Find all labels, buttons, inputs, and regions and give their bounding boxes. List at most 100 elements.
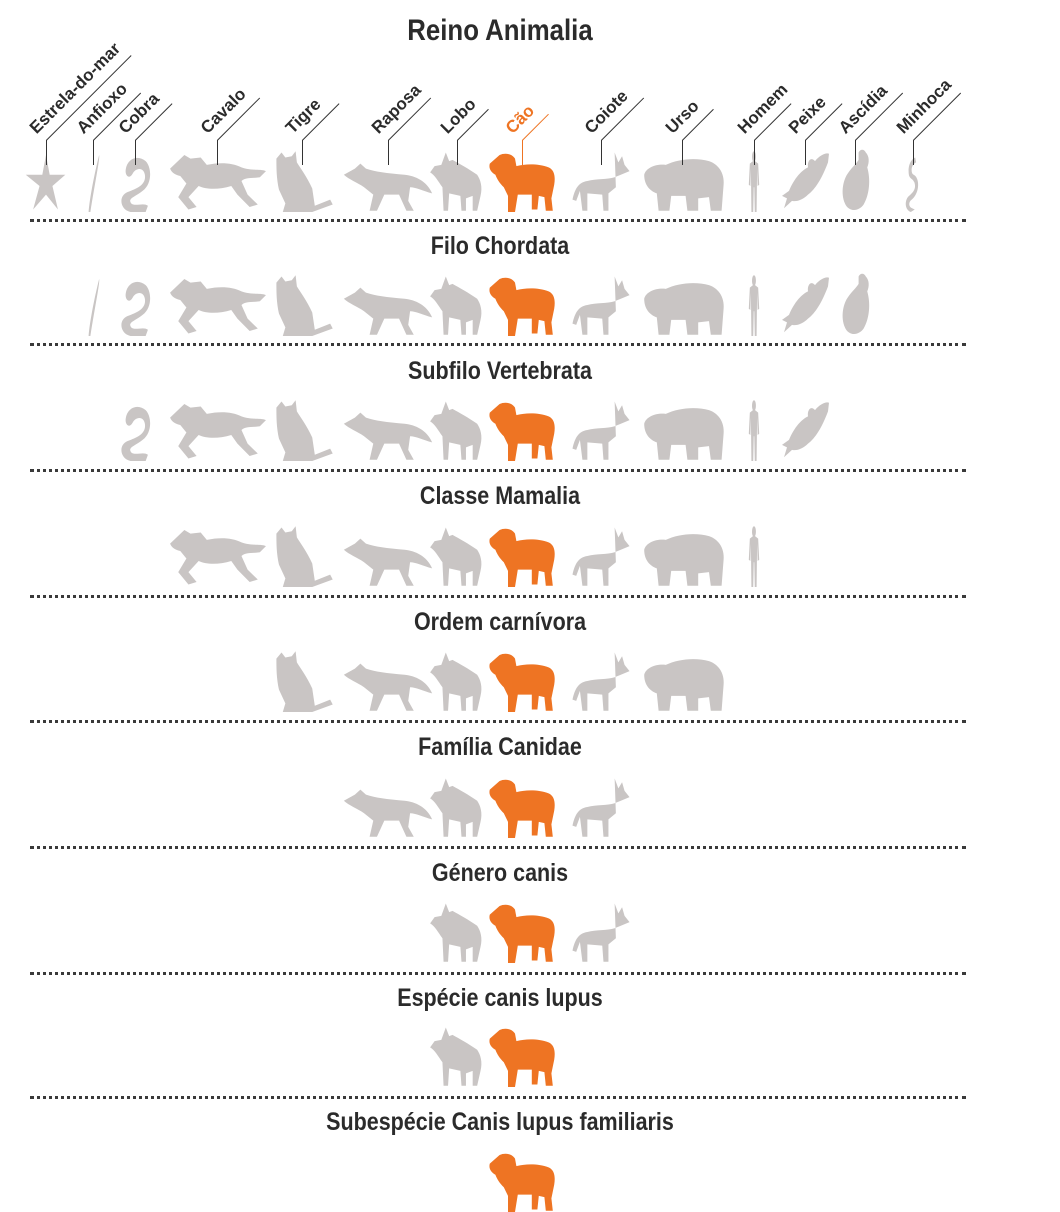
starfish-icon <box>25 154 66 210</box>
horse-icon <box>170 154 266 210</box>
human-icon <box>748 526 760 587</box>
label-leader-line <box>457 140 458 165</box>
level-divider <box>30 343 966 346</box>
human-icon <box>748 400 760 461</box>
label-leader-line <box>682 140 683 165</box>
wolf-icon <box>430 652 482 711</box>
horse-icon <box>170 278 266 334</box>
horse-icon <box>170 529 266 585</box>
level-title: Ordem carnívora <box>413 608 587 636</box>
animal-label: Cão <box>501 101 539 138</box>
level-title: Subespécie Canis lupus familiaris <box>326 1108 674 1136</box>
fox-icon <box>343 663 433 711</box>
fox-icon <box>343 287 433 335</box>
wolf-icon <box>430 152 482 211</box>
label-leader-line <box>135 140 136 165</box>
label-leader-line <box>601 140 602 165</box>
level-title: Género canis <box>431 859 569 887</box>
wolf-icon <box>430 1027 482 1086</box>
bear-icon <box>644 534 724 586</box>
dog-icon <box>489 402 555 461</box>
animal-label: Coiote <box>580 86 632 138</box>
dog-icon <box>489 653 555 712</box>
level-title: Subfilo Vertebrata <box>407 357 592 385</box>
snake-icon <box>121 281 151 336</box>
horse-icon <box>170 403 266 459</box>
level-title: Filo Chordata <box>430 232 570 260</box>
coyote-icon <box>572 778 630 837</box>
dog-icon <box>489 153 555 212</box>
fox-icon <box>343 163 433 211</box>
tiger-icon <box>276 275 333 336</box>
tiger-icon <box>276 400 333 461</box>
lancelet-icon <box>88 154 100 212</box>
dog-icon <box>489 779 555 838</box>
animal-label: Urso <box>661 96 703 138</box>
level-divider <box>30 595 966 598</box>
fox-icon <box>343 412 433 460</box>
label-leader-line <box>388 140 389 165</box>
wolf-icon <box>430 276 482 335</box>
fox-icon <box>343 538 433 586</box>
dog-icon <box>489 1028 555 1087</box>
animal-label: Lobo <box>436 94 480 138</box>
label-leader-line <box>93 140 94 165</box>
label-leader-line <box>913 140 914 165</box>
snake-icon <box>121 157 151 212</box>
bear-icon <box>644 408 724 460</box>
animal-label: Tigre <box>281 94 325 138</box>
dog-icon <box>489 1153 555 1212</box>
level-divider <box>30 219 966 222</box>
coyote-icon <box>572 276 630 335</box>
level-title: Classe Mamalia <box>419 482 581 510</box>
coyote-icon <box>572 401 630 460</box>
coyote-icon <box>572 527 630 586</box>
coyote-icon <box>572 903 630 962</box>
bear-icon <box>644 659 724 711</box>
animal-label: Cavalo <box>196 84 250 138</box>
wolf-icon <box>430 527 482 586</box>
label-leader-line <box>754 140 755 165</box>
dog-icon <box>489 528 555 587</box>
level-divider <box>30 720 966 723</box>
animal-label: Raposa <box>367 80 425 138</box>
level-title: Família Canidae <box>418 733 582 761</box>
fish-icon <box>782 153 829 209</box>
human-icon <box>748 275 760 336</box>
lancelet-icon <box>88 278 100 336</box>
label-leader-line <box>46 140 47 165</box>
label-leader-line <box>805 140 806 165</box>
wolf-icon <box>430 778 482 837</box>
level-divider <box>30 846 966 849</box>
wolf-icon <box>430 903 482 962</box>
fish-icon <box>782 402 829 458</box>
tiger-icon <box>276 651 333 712</box>
tiger-icon <box>276 151 333 212</box>
label-leader-line <box>217 140 218 165</box>
dog-icon <box>489 277 555 336</box>
animal-label: Peixe <box>784 92 830 138</box>
fish-icon <box>782 277 829 333</box>
level-divider <box>30 1096 966 1099</box>
label-leader-line <box>522 140 523 165</box>
level-divider <box>30 469 966 472</box>
animal-label: Ascídia <box>834 81 892 138</box>
sea-squirt-icon <box>842 149 870 210</box>
level-title: Reino Animalia <box>407 14 593 47</box>
sea-squirt-icon <box>842 273 870 334</box>
fox-icon <box>343 789 433 837</box>
snake-icon <box>121 406 151 461</box>
wolf-icon <box>430 401 482 460</box>
bear-icon <box>644 283 724 335</box>
human-icon <box>748 151 760 212</box>
label-leader-line <box>855 140 856 165</box>
level-title: Espécie canis lupus <box>397 984 603 1012</box>
label-leader-line <box>302 140 303 165</box>
level-divider <box>30 972 966 975</box>
coyote-icon <box>572 652 630 711</box>
tiger-icon <box>276 526 333 587</box>
coyote-icon <box>572 152 630 211</box>
dog-icon <box>489 904 555 963</box>
worm-icon <box>905 157 919 212</box>
bear-icon <box>644 159 724 211</box>
